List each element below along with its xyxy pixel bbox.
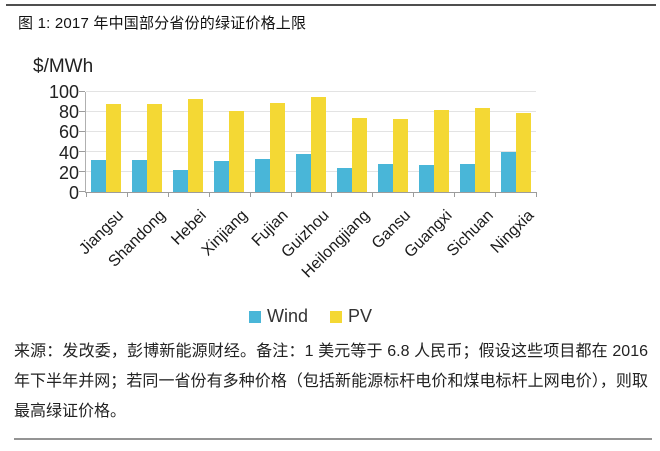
bar-wind-gansu [377, 164, 393, 192]
y-tick-label-40: 40 [58, 142, 79, 163]
bar-pv-hebei [188, 99, 204, 192]
bar-group-fujian [250, 92, 291, 192]
bar-pv-xinjiang [229, 111, 245, 192]
bar-pv-gansu [392, 119, 408, 192]
bar-wind-ningxia [500, 152, 516, 192]
legend: Wind PV [85, 306, 536, 327]
y-tick-label-80: 80 [58, 102, 79, 123]
bar-group-guangxi [413, 92, 454, 192]
bar-group-hebei [168, 92, 209, 192]
gridline-100 [86, 91, 536, 92]
bar-wind-shandong [132, 160, 148, 192]
top-divider [6, 4, 656, 6]
legend-label-wind: Wind [266, 306, 308, 326]
y-tick-mark-20 [79, 171, 85, 172]
bar-group-guizhou [291, 92, 332, 192]
y-tick-mark-60 [79, 131, 85, 132]
y-axis-title: $/MWh [33, 56, 94, 77]
plot-area [79, 91, 537, 197]
y-tick-mark-100 [79, 91, 85, 92]
y-tick-mark-40 [79, 151, 85, 152]
bar-wind-xinjiang [214, 161, 230, 192]
bar-group-heilongjiang [331, 92, 372, 192]
bar-wind-fujian [255, 159, 271, 192]
bar-group-jiangsu [86, 92, 127, 192]
bar-wind-guizhou [295, 154, 311, 192]
bar-pv-guangxi [433, 110, 449, 192]
figure-title: 图 1: 2017 年中国部分省份的绿证价格上限 [18, 15, 307, 32]
x-tick-mark-2 [167, 192, 169, 197]
bar-pv-heilongjiang [351, 118, 367, 192]
x-tick-mark-3 [208, 192, 210, 197]
x-tick-mark-7 [372, 192, 374, 197]
y-axis: 0 20 40 60 80 100 [0, 83, 79, 202]
x-tick-mark-6 [331, 192, 333, 197]
bar-group-gansu [372, 92, 413, 192]
bar-wind-hebei [173, 170, 189, 192]
y-tick-label-0: 0 [68, 183, 79, 203]
bar-group-ningxia [495, 92, 536, 192]
bar-pv-shandong [147, 104, 163, 192]
bar-wind-sichuan [459, 164, 475, 192]
y-tick-label-100: 100 [48, 82, 79, 102]
bar-pv-jiangsu [106, 104, 122, 192]
bar-wind-heilongjiang [336, 168, 352, 192]
bar-pv-ningxia [515, 113, 531, 192]
bottom-divider [14, 438, 652, 440]
x-tick-mark-8 [413, 192, 415, 197]
bar-pv-fujian [270, 103, 286, 192]
bar-wind-guangxi [418, 165, 434, 192]
y-tick-mark-0 [79, 191, 85, 192]
bar-pv-sichuan [474, 108, 490, 192]
legend-item-wind: Wind [248, 306, 308, 327]
x-tick-mark-5 [290, 192, 292, 197]
x-tick-mark-4 [249, 192, 251, 197]
legend-item-pv: PV [330, 306, 372, 327]
x-tick-mark-9 [454, 192, 456, 197]
bar-pv-guizhou [310, 97, 326, 192]
bar-series [86, 92, 536, 192]
bar-group-xinjiang [209, 92, 250, 192]
x-tick-mark-11 [536, 192, 537, 197]
y-tick-label-60: 60 [58, 122, 79, 143]
legend-label-pv: PV [348, 306, 373, 326]
bar-wind-jiangsu [91, 160, 107, 192]
x-tick-mark-0 [86, 192, 87, 197]
bar-group-sichuan [454, 92, 495, 192]
legend-swatch-wind [248, 310, 261, 323]
x-label-text: Ningxia [487, 207, 538, 257]
x-tick-mark-10 [495, 192, 497, 197]
y-tick-label-20: 20 [58, 162, 79, 183]
legend-swatch-pv [330, 310, 342, 323]
source-note: 来源：发改委，彭博新能源财经。备注：1 美元等于 6.8 人民币；假设这些项目都… [14, 343, 648, 420]
y-tick-mark-80 [79, 111, 85, 112]
x-tick-mark-1 [126, 192, 128, 197]
bar-group-shandong [127, 92, 168, 192]
x-axis-labels: Jiangsu Shandong Hebei Xinjiang Fujian Guizho… [76, 207, 538, 305]
